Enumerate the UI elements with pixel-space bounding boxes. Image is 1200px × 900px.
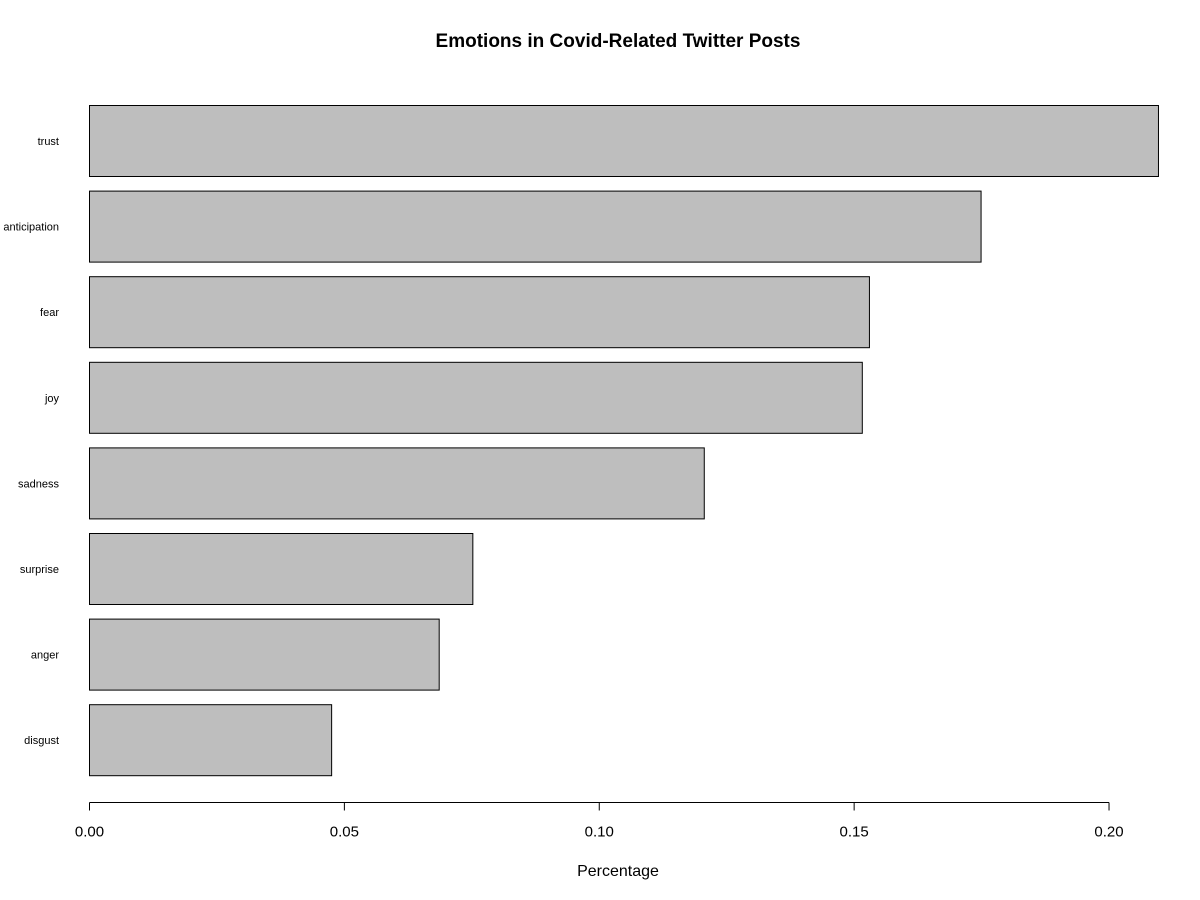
category-label-sadness: sadness: [18, 478, 59, 490]
category-label-anger: anger: [31, 650, 59, 662]
bar-surprise: [89, 533, 474, 605]
bar-sadness: [89, 447, 705, 520]
category-labels: trust anticipation fear joy sadness surprise a…: [3, 136, 59, 747]
bar-anger: [89, 618, 440, 691]
bar-anticipation: [89, 190, 982, 263]
x-tick-label: 0.00: [75, 824, 104, 841]
bars-layer: [89, 105, 1159, 777]
bar-trust: [89, 105, 1159, 177]
x-axis: 0.00 0.05 0.10 0.15 0.20: [75, 802, 1124, 841]
x-tick-label: 0.20: [1094, 824, 1123, 841]
x-tick-label: 0.15: [840, 824, 869, 841]
bar-disgust: [89, 704, 333, 777]
category-label-trust: trust: [38, 136, 59, 148]
category-label-disgust: disgust: [24, 735, 59, 747]
x-axis-label: Percentage: [577, 863, 659, 880]
category-label-anticipation: anticipation: [3, 222, 59, 234]
category-label-fear: fear: [40, 307, 59, 319]
x-tick-label: 0.10: [585, 824, 614, 841]
chart-title: Emotions in Covid-Related Twitter Posts: [436, 31, 801, 52]
bar-fear: [89, 276, 870, 349]
category-label-joy: joy: [44, 393, 60, 405]
x-tick-label: 0.05: [330, 824, 359, 841]
category-label-surprise: surprise: [20, 564, 59, 576]
bar-joy: [89, 361, 863, 434]
